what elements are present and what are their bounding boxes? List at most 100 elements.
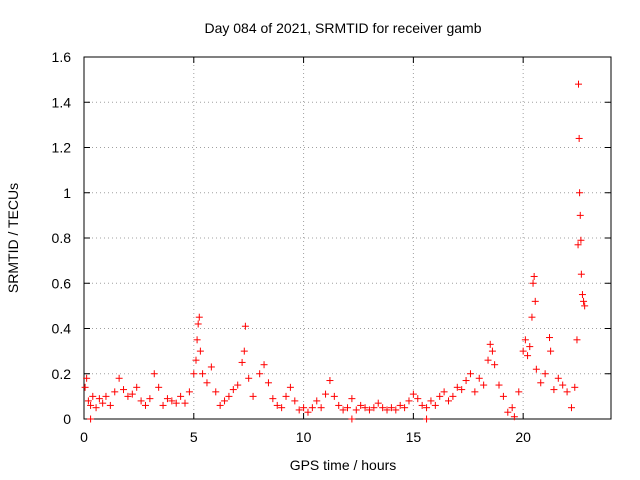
x-tick-label: 10 xyxy=(296,429,312,445)
data-point xyxy=(163,395,171,403)
y-tick-label: 1.6 xyxy=(52,49,72,65)
x-tick-label: 15 xyxy=(406,429,422,445)
data-point xyxy=(278,404,286,412)
data-point xyxy=(282,392,290,400)
plot-frame xyxy=(83,56,612,420)
data-point xyxy=(495,381,503,389)
data-point xyxy=(128,390,136,398)
data-point xyxy=(339,406,347,414)
data-point xyxy=(352,406,360,414)
data-point xyxy=(510,413,518,421)
data-point xyxy=(581,302,589,310)
data-point xyxy=(524,352,532,360)
data-point xyxy=(537,379,545,387)
data-point xyxy=(427,397,435,405)
data-point xyxy=(194,320,202,328)
data-point xyxy=(137,397,145,405)
data-point xyxy=(83,374,91,382)
data-point xyxy=(291,397,299,405)
axis-ticks: 0 5 10 15 20 0 0.2 0.4 0.6 0.8 1 1.2 1.4 1.6 xyxy=(52,49,611,445)
data-point xyxy=(92,404,100,412)
chart-title: Day 084 of 2021, SRMTID for receiver gam… xyxy=(204,20,481,36)
data-point xyxy=(515,388,523,396)
data-point xyxy=(99,399,107,407)
data-point xyxy=(449,392,457,400)
data-point xyxy=(374,399,382,407)
data-point xyxy=(361,404,369,412)
data-point xyxy=(392,406,400,414)
data-point xyxy=(409,390,417,398)
y-tick-label: 0.6 xyxy=(52,275,72,291)
data-point xyxy=(196,347,204,355)
data-point xyxy=(348,415,356,423)
data-point xyxy=(379,404,387,412)
data-point xyxy=(348,395,356,403)
data-point xyxy=(365,406,373,414)
data-point xyxy=(87,415,95,423)
data-point xyxy=(264,379,272,387)
data-point xyxy=(453,383,461,391)
data-point xyxy=(286,383,294,391)
data-point xyxy=(234,381,242,389)
data-point xyxy=(575,134,583,142)
data-point xyxy=(577,236,585,244)
x-tick-label: 20 xyxy=(515,429,531,445)
data-point xyxy=(357,401,365,409)
data-point xyxy=(563,388,571,396)
data-point xyxy=(471,388,479,396)
data-point xyxy=(207,363,215,371)
data-point xyxy=(195,313,203,321)
data-point xyxy=(491,361,499,369)
data-point xyxy=(150,370,158,378)
data-point xyxy=(229,386,237,394)
data-point xyxy=(458,386,466,394)
data-point xyxy=(486,340,494,348)
data-point xyxy=(504,408,512,416)
data-point xyxy=(159,401,167,409)
data-point xyxy=(554,374,562,382)
data-point xyxy=(238,358,246,366)
data-point xyxy=(172,399,180,407)
data-point xyxy=(559,381,567,389)
data-point xyxy=(567,404,575,412)
data-point xyxy=(532,365,540,373)
data-point xyxy=(440,388,448,396)
data-point xyxy=(577,270,585,278)
data-point xyxy=(423,404,431,412)
data-point xyxy=(423,415,431,423)
data-point xyxy=(240,347,248,355)
data-point xyxy=(436,392,444,400)
data-point xyxy=(330,392,338,400)
x-axis-label: GPS time / hours xyxy=(290,457,397,473)
data-point xyxy=(256,370,264,378)
data-point xyxy=(344,404,351,412)
data-point xyxy=(225,392,233,400)
data-point xyxy=(576,189,584,197)
gridlines xyxy=(84,57,611,419)
data-points xyxy=(81,80,589,423)
data-point xyxy=(531,297,539,305)
data-point xyxy=(106,401,114,409)
data-point xyxy=(580,297,588,305)
data-point xyxy=(528,313,536,321)
data-point xyxy=(322,390,330,398)
data-point xyxy=(401,404,409,412)
data-point xyxy=(155,383,163,391)
data-point xyxy=(212,388,220,396)
data-point xyxy=(203,379,211,387)
data-point xyxy=(177,392,185,400)
data-point xyxy=(193,336,201,344)
data-point xyxy=(575,80,583,88)
data-point xyxy=(571,383,579,391)
data-point xyxy=(87,401,95,409)
data-point xyxy=(484,356,492,364)
y-tick-label: 0.8 xyxy=(52,230,72,246)
data-point xyxy=(546,334,554,342)
data-point xyxy=(111,388,119,396)
data-point xyxy=(216,401,224,409)
data-point xyxy=(414,395,422,403)
data-point xyxy=(529,279,537,287)
data-point xyxy=(526,343,534,351)
data-point xyxy=(304,408,312,416)
